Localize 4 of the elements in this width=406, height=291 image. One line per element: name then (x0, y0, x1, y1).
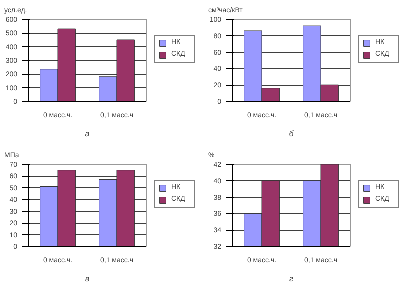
text: г (290, 274, 294, 284)
text: б (289, 130, 294, 138)
text: а (85, 130, 90, 138)
text: в (85, 274, 90, 284)
